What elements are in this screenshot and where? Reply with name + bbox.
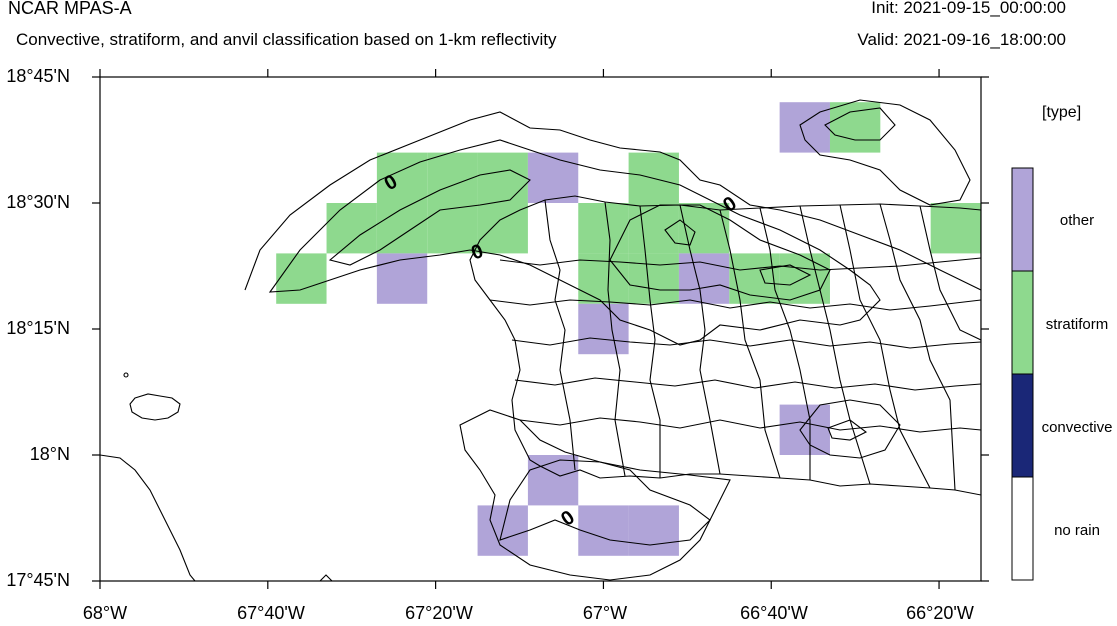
lon-tick-label: 66°40'W [740,603,808,623]
cell-stratiform [779,253,830,304]
cell-stratiform [729,253,780,304]
map-subtitle: Convective, stratiform, and anvil classi… [16,30,557,49]
lat-tick-label: 18°30'N [6,192,70,212]
cell-stratiform [628,203,679,254]
lon-tick-label: 67°20'W [405,603,473,623]
lat-tick-label: 18°N [29,444,70,464]
coastline-and-boundaries [100,195,981,581]
cell-other [527,152,579,203]
cell-stratiform [930,203,981,254]
legend-label-stratiform: stratiform [1045,316,1109,333]
lat-tick-label: 18°45'N [6,66,70,86]
contour-lines [244,99,981,581]
legend-label-convective: convective [1041,419,1113,436]
contour-label: 0 [557,506,579,530]
valid-time: Valid: 2021-09-16_18:00:00 [857,30,1066,49]
lat-tick-label: 18°15'N [6,318,70,338]
lon-tick-label: 67°W [582,603,628,623]
legend-label-other: other [1059,212,1095,229]
cell-other [578,505,629,556]
init-time: Init: 2021-09-15_00:00:00 [871,0,1066,17]
lon-tick-label: 67°40'W [237,603,305,623]
cell-stratiform [829,102,881,153]
cell-other [376,253,428,304]
cell-stratiform [678,203,730,254]
cell-other [779,404,830,455]
cell-stratiform [427,203,478,254]
cell-stratiform [326,203,377,254]
cell-stratiform [578,203,629,254]
lon-tick-label: 66°20'W [906,603,974,623]
cell-stratiform [477,152,528,203]
legend-label-no-rain: no rain [1054,522,1100,539]
cell-other [578,303,629,355]
cell-stratiform [628,253,679,304]
map-title: NCAR MPAS-A [8,0,132,18]
legend-colorbar [1011,167,1034,581]
lat-tick-label: 17°45'N [6,570,70,590]
lon-tick-label: 68°W [82,603,128,623]
cell-stratiform [276,253,327,304]
cell-stratiform [376,203,428,254]
legend-swatch-no-rain [1011,476,1034,581]
cell-other [628,505,679,556]
classification-cells [276,102,981,556]
cell-stratiform [427,152,478,203]
cell-stratiform [477,203,528,254]
axis-ticks [92,69,989,589]
cell-stratiform [628,152,679,203]
legend-title: [type] [1042,104,1082,121]
cell-other [779,102,830,153]
cell-other [678,253,730,304]
